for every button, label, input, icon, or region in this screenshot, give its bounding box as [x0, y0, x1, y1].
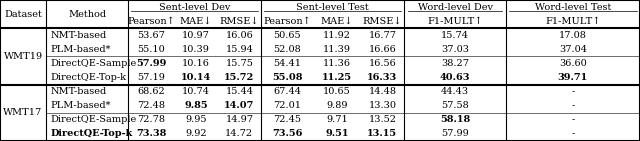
Text: F1-MULT↑: F1-MULT↑: [545, 17, 600, 26]
Text: 9.89: 9.89: [326, 101, 348, 110]
Text: DirectQE-Sample: DirectQE-Sample: [51, 59, 137, 68]
Text: 10.65: 10.65: [323, 87, 351, 96]
Text: 16.33: 16.33: [367, 73, 397, 82]
Text: 14.48: 14.48: [369, 87, 396, 96]
Text: 55.08: 55.08: [272, 73, 303, 82]
Text: 15.94: 15.94: [225, 45, 253, 54]
Text: 72.48: 72.48: [137, 101, 165, 110]
Text: 14.72: 14.72: [225, 129, 253, 138]
Text: 50.65: 50.65: [273, 31, 301, 40]
Text: 13.52: 13.52: [369, 115, 396, 124]
Text: Pearson↑: Pearson↑: [127, 17, 175, 26]
Text: 57.19: 57.19: [137, 73, 165, 82]
Text: MAE↓: MAE↓: [321, 17, 353, 26]
Text: -: -: [571, 101, 575, 110]
Text: 44.43: 44.43: [441, 87, 469, 96]
Text: Dataset: Dataset: [4, 10, 42, 19]
Text: 58.18: 58.18: [440, 115, 470, 124]
Text: Sent-level Dev: Sent-level Dev: [159, 3, 230, 12]
Text: 73.56: 73.56: [272, 129, 303, 138]
Text: 36.60: 36.60: [559, 59, 587, 68]
Text: 55.10: 55.10: [137, 45, 165, 54]
Text: 72.78: 72.78: [137, 115, 165, 124]
Text: 15.75: 15.75: [225, 59, 253, 68]
Text: 16.56: 16.56: [369, 59, 396, 68]
Text: -: -: [571, 87, 575, 96]
Text: 11.25: 11.25: [322, 73, 352, 82]
Text: 57.99: 57.99: [441, 129, 469, 138]
Text: 37.04: 37.04: [559, 45, 587, 54]
Text: 11.92: 11.92: [323, 31, 351, 40]
Text: 10.97: 10.97: [182, 31, 210, 40]
Text: Pearson↑: Pearson↑: [264, 17, 311, 26]
Text: DirectQE-Top-k: DirectQE-Top-k: [51, 73, 127, 82]
Text: 39.71: 39.71: [557, 73, 588, 82]
Text: 53.67: 53.67: [137, 31, 165, 40]
Text: 16.77: 16.77: [369, 31, 396, 40]
Text: DirectQE-Sample: DirectQE-Sample: [51, 115, 137, 124]
Text: MAE↓: MAE↓: [180, 17, 212, 26]
Text: 9.71: 9.71: [326, 115, 348, 124]
Text: 14.97: 14.97: [225, 115, 253, 124]
Text: 10.16: 10.16: [182, 59, 210, 68]
Text: -: -: [571, 129, 575, 138]
Text: 68.62: 68.62: [137, 87, 165, 96]
Text: NMT-based: NMT-based: [51, 31, 107, 40]
Text: 13.15: 13.15: [367, 129, 397, 138]
Text: 16.06: 16.06: [225, 31, 253, 40]
Text: 15.72: 15.72: [224, 73, 255, 82]
Text: 54.41: 54.41: [273, 59, 301, 68]
Text: 9.92: 9.92: [185, 129, 207, 138]
Text: 11.36: 11.36: [323, 59, 351, 68]
Text: 67.44: 67.44: [273, 87, 301, 96]
Text: 10.14: 10.14: [180, 73, 211, 82]
Text: 52.08: 52.08: [273, 45, 301, 54]
Text: RMSE↓: RMSE↓: [363, 17, 402, 26]
Text: PLM-based*: PLM-based*: [51, 45, 111, 54]
Text: 14.07: 14.07: [224, 101, 255, 110]
Text: Word-level Dev: Word-level Dev: [417, 3, 493, 12]
Text: F1-MULT↑: F1-MULT↑: [428, 17, 483, 26]
Text: 9.85: 9.85: [184, 101, 207, 110]
Text: 37.03: 37.03: [441, 45, 469, 54]
Text: 57.58: 57.58: [441, 101, 469, 110]
Text: 10.39: 10.39: [182, 45, 210, 54]
Text: RMSE↓: RMSE↓: [220, 17, 259, 26]
Text: Method: Method: [68, 10, 106, 19]
Text: DirectQE-Top-k: DirectQE-Top-k: [51, 129, 133, 138]
Text: 15.74: 15.74: [441, 31, 469, 40]
Text: 10.74: 10.74: [182, 87, 210, 96]
Text: Word-level Test: Word-level Test: [534, 3, 611, 12]
Text: 15.44: 15.44: [225, 87, 253, 96]
Text: 57.99: 57.99: [136, 59, 166, 68]
Text: 9.95: 9.95: [185, 115, 207, 124]
Text: WMT17: WMT17: [3, 108, 43, 117]
Text: 73.38: 73.38: [136, 129, 166, 138]
Text: 17.08: 17.08: [559, 31, 587, 40]
Text: NMT-based: NMT-based: [51, 87, 107, 96]
Text: 72.01: 72.01: [273, 101, 301, 110]
Text: 16.66: 16.66: [369, 45, 396, 54]
Text: PLM-based*: PLM-based*: [51, 101, 111, 110]
Text: 11.39: 11.39: [323, 45, 351, 54]
Text: 9.51: 9.51: [325, 129, 349, 138]
Text: 72.45: 72.45: [273, 115, 301, 124]
Text: Sent-level Test: Sent-level Test: [296, 3, 369, 12]
Text: 40.63: 40.63: [440, 73, 470, 82]
Text: WMT19: WMT19: [3, 52, 43, 61]
Text: 38.27: 38.27: [441, 59, 469, 68]
Text: 13.30: 13.30: [369, 101, 396, 110]
Text: -: -: [571, 115, 575, 124]
